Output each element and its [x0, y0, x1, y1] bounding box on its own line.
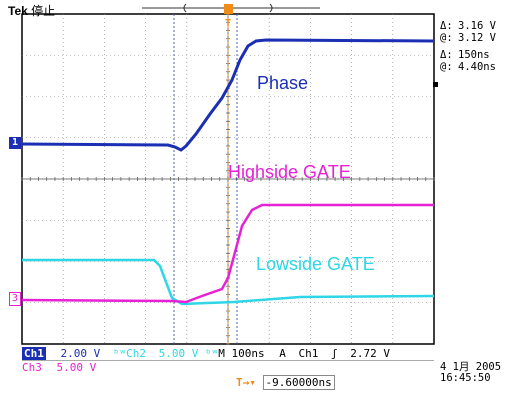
- ch2-scale[interactable]: 5.00 V: [158, 347, 199, 360]
- ch3-scale[interactable]: 5.00 V: [56, 361, 97, 374]
- ch3-name[interactable]: Ch3: [22, 361, 42, 374]
- datetime: 4 1月 2005 16:45:50: [440, 362, 501, 384]
- bandwidth-icon-2: ᵇʷ: [205, 347, 219, 360]
- bracket-left: [183, 3, 187, 13]
- time-delta-symbol: Δ:: [440, 49, 453, 61]
- trigger-level[interactable]: 2.72 V: [350, 347, 390, 360]
- trigger-pos-value: -9.60000ns: [262, 375, 335, 390]
- settings-row-2: Ch3 5.00 V: [22, 362, 96, 374]
- cursor-lines: [173, 14, 238, 344]
- voltage-delta-value: 3.16 V: [458, 20, 496, 32]
- bracket-right: [269, 3, 273, 13]
- brand-label: Tek: [8, 4, 28, 18]
- ch3-ground-marker[interactable]: 3: [9, 292, 21, 306]
- rising-edge-icon: ʃ: [330, 347, 338, 360]
- bandwidth-icon: ᵇʷ: [112, 347, 127, 360]
- highside-gate-trace: [21, 203, 434, 304]
- voltage-at-symbol: @:: [440, 32, 453, 44]
- ch2-name[interactable]: Ch2: [126, 347, 146, 360]
- settings-divider: [22, 360, 434, 361]
- trigger-position-readout[interactable]: T→▾ -9.60000ns: [236, 375, 335, 390]
- settings-row-1: Ch1 2.00 V ᵇʷCh2 5.00 V ᵇʷM 100ns A Ch1 …: [22, 347, 434, 360]
- voltage-at-value: 3.12 V: [458, 32, 496, 44]
- trigger-position-marker[interactable]: T: [224, 4, 234, 30]
- ch3-marker-label: 3: [11, 293, 19, 304]
- voltage-delta-symbol: Δ:: [440, 20, 453, 32]
- waveform-traces: [21, 38, 435, 306]
- time-value: 16:45:50: [440, 372, 491, 384]
- ch1-ground-marker[interactable]: 1: [9, 137, 21, 149]
- trigger-pos-icon: T→▾: [236, 376, 256, 389]
- trigger-mode[interactable]: A: [279, 347, 286, 360]
- ch1-scale[interactable]: 2.00 V: [60, 347, 101, 360]
- phase-trace: [21, 38, 435, 152]
- time-at-value: 4.40ns: [458, 61, 496, 73]
- cursor-readout: Δ: 3.16 V @: 3.12 V Δ: 150ns @: 4.40ns: [440, 20, 496, 73]
- trigger-source[interactable]: Ch1: [298, 347, 319, 360]
- timebase[interactable]: M 100ns: [218, 347, 265, 360]
- ch1-name-badge[interactable]: Ch1: [22, 347, 46, 360]
- highside-gate-label: Highside GATE: [228, 162, 351, 182]
- time-delta-value: 150ns: [458, 49, 490, 61]
- lowside-gate-label: Lowside GATE: [256, 254, 375, 274]
- acquisition-status: 停止: [31, 4, 56, 18]
- phase-label: Phase: [257, 73, 309, 93]
- date-value: 4 1月 2005: [440, 361, 502, 373]
- arrow-indicator-icon: [433, 82, 438, 87]
- trigger-marker-label: T: [225, 18, 232, 29]
- lowside-gate-trace: [22, 258, 435, 306]
- time-at-symbol: @:: [440, 61, 453, 73]
- ch1-marker-label: 1: [11, 137, 19, 148]
- scope-title: Tek 停止: [8, 2, 55, 19]
